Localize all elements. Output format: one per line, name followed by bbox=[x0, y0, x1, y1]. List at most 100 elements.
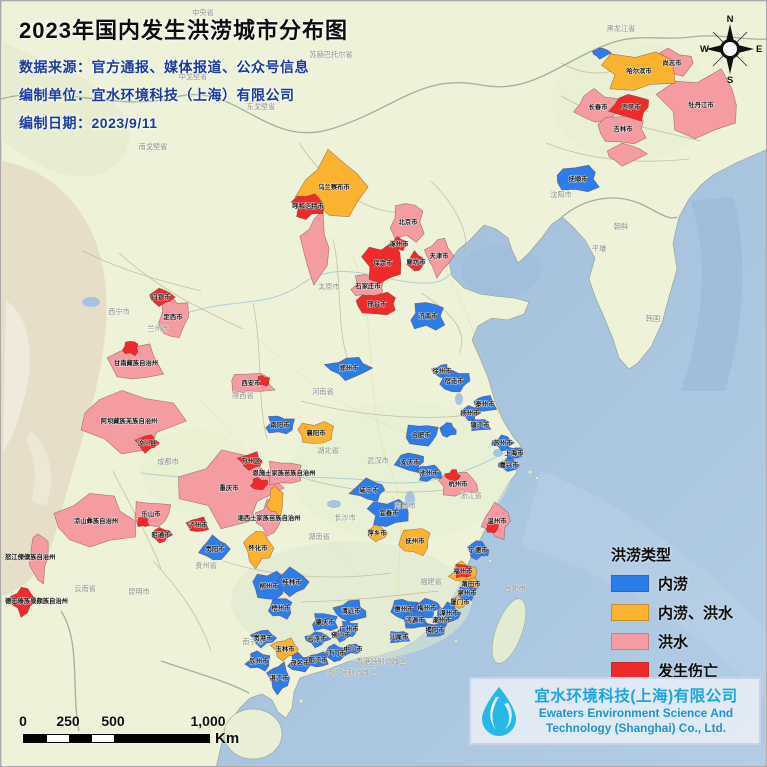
city-region-抚顺市 bbox=[556, 164, 600, 193]
city-label-肇庆市: 肇庆市 bbox=[315, 617, 336, 626]
city-label-上海市: 上海市 bbox=[505, 448, 525, 457]
city-label-石家庄市: 石家庄市 bbox=[354, 281, 381, 290]
city-label-抚顺市: 抚顺市 bbox=[569, 174, 589, 183]
city-label-苏州市: 苏州市 bbox=[494, 438, 514, 447]
basemap-label-沈阳市: 沈阳市 bbox=[550, 190, 572, 199]
company-name-cn: 宜水环境科技(上海)有限公司 bbox=[534, 687, 738, 705]
city-label-茂名市: 茂名市 bbox=[290, 658, 311, 667]
city-region-德宏傣族景颇族自治州 bbox=[10, 586, 38, 618]
city-label-北京市: 北京市 bbox=[399, 217, 419, 226]
province-borders bbox=[82, 52, 702, 652]
city-label-济南市: 济南市 bbox=[419, 311, 439, 320]
city-label-汕尾市: 汕尾市 bbox=[390, 632, 410, 641]
basemap-label-浙江省: 浙江省 bbox=[460, 491, 482, 500]
scale-bar-strip bbox=[23, 734, 210, 743]
agency-line: 编制单位：宜水环境科技（上海）有限公司 bbox=[19, 87, 295, 103]
basemap-label-香港特别行政区: 香港特别行政区 bbox=[356, 657, 406, 666]
city-region-茂名市 bbox=[286, 651, 312, 673]
city-label-泰州市: 泰州市 bbox=[476, 399, 496, 408]
city-region-云浮市 bbox=[304, 631, 332, 649]
legend-swatch-pink bbox=[611, 633, 649, 650]
city-label-怀化市: 怀化市 bbox=[249, 543, 269, 552]
compass-e-label: E bbox=[756, 44, 762, 55]
city-region-定西市 bbox=[158, 294, 189, 338]
city-label-清远市: 清远市 bbox=[342, 606, 362, 615]
city-region bbox=[591, 47, 613, 60]
hainan-island bbox=[223, 708, 283, 760]
city-label-咸宁市: 咸宁市 bbox=[359, 485, 380, 494]
city-region-郑州市 bbox=[323, 356, 374, 382]
city-region-凉山彝族自治州 bbox=[53, 493, 136, 548]
basemap-label-台北市: 台北市 bbox=[504, 584, 526, 593]
city-label-甘南藏族自治州: 甘南藏族自治州 bbox=[114, 358, 158, 367]
city-label-牡丹江市: 牡丹江市 bbox=[688, 100, 714, 109]
city-label-恩施土家族苗族自治州: 恩施土家族苗族自治州 bbox=[253, 468, 316, 477]
legend-label: 内涝 bbox=[658, 576, 689, 593]
city-label-贵港市: 贵港市 bbox=[254, 633, 274, 642]
basemap-label-长沙市: 长沙市 bbox=[334, 513, 356, 522]
city-label-泉州市: 泉州市 bbox=[458, 588, 478, 597]
city-region bbox=[137, 516, 150, 528]
basemap-label-河南省: 河南省 bbox=[312, 387, 334, 396]
scale-tick-250: 250 bbox=[56, 713, 80, 729]
city-label-宿迁市: 宿迁市 bbox=[445, 376, 465, 385]
city-label-西安市: 西安市 bbox=[242, 378, 262, 387]
city-label-池州市: 池州市 bbox=[420, 468, 440, 477]
city-label-温州市: 温州市 bbox=[488, 516, 508, 525]
city-label-徐州市: 徐州市 bbox=[432, 366, 453, 375]
scale-tick-labels: 0 250 500 1,000 bbox=[19, 713, 261, 730]
city-region bbox=[121, 340, 139, 357]
city-region bbox=[439, 422, 457, 438]
city-label-惠州市: 惠州市 bbox=[395, 604, 415, 613]
basemap-label-贵州省: 贵州省 bbox=[195, 561, 217, 570]
legend: 洪涝类型 内涝 内涝、洪水 洪水 发生伤亡 bbox=[611, 544, 733, 689]
city-region-贵港市 bbox=[249, 629, 278, 649]
city-label-哈尔滨市: 哈尔滨市 bbox=[626, 66, 652, 75]
small-islands bbox=[298, 469, 539, 704]
city-label-泸州市: 泸州市 bbox=[189, 520, 209, 529]
city-region-福州市 bbox=[455, 563, 472, 579]
legend-item-内涝: 内涝 bbox=[611, 573, 733, 594]
terrain-shading bbox=[1, 41, 711, 661]
city-region-宁德市 bbox=[467, 540, 490, 561]
city-label-钦州市: 钦州市 bbox=[249, 656, 270, 665]
basemap-label-韩国: 韩国 bbox=[646, 314, 660, 323]
city-label-郑州市: 郑州市 bbox=[340, 363, 360, 372]
city-label-杭州市: 杭州市 bbox=[449, 479, 469, 488]
city-region-清远市 bbox=[332, 599, 367, 622]
city-region-肇庆市 bbox=[312, 613, 339, 632]
city-region-万州区 bbox=[236, 451, 263, 471]
legend-item-洪水: 洪水 bbox=[611, 631, 733, 652]
legend-label: 发生伤亡 bbox=[658, 663, 719, 680]
city-region-泸州市 bbox=[185, 516, 210, 532]
title-block: 2023年国内发生洪涝城市分布图 数据来源：官方通报、媒体报道、公众号信息 编制… bbox=[19, 13, 348, 141]
city-region-邢台市 bbox=[355, 291, 396, 316]
basemap-label-东戈壁省: 东戈壁省 bbox=[247, 102, 276, 111]
city-region-南阳市 bbox=[265, 415, 296, 435]
city-label-中山市: 中山市 bbox=[344, 644, 364, 653]
city-label-镇江市: 镇江市 bbox=[471, 420, 491, 429]
city-region-宿迁市 bbox=[439, 369, 471, 393]
city-region-宜春市 bbox=[366, 498, 409, 528]
city-region-玉林市 bbox=[269, 637, 299, 662]
city-label-玉林市: 玉林市 bbox=[276, 644, 296, 653]
basemap-label-南宁市: 南宁市 bbox=[242, 637, 264, 646]
city-label-漳州市: 漳州市 bbox=[440, 608, 460, 617]
city-region bbox=[606, 142, 648, 167]
city-label-福州市: 福州市 bbox=[453, 566, 474, 575]
city-region-贵阳市 bbox=[197, 534, 231, 561]
city-label-河源市: 河源市 bbox=[406, 615, 426, 624]
legend-swatch-blue bbox=[611, 575, 649, 592]
city-label-白银市: 白银市 bbox=[152, 292, 172, 301]
basemap-label-陕西省: 陕西省 bbox=[232, 391, 254, 400]
scale-unit: Km bbox=[215, 730, 240, 747]
city-region-广州市 bbox=[340, 620, 359, 638]
city-region-呼和浩特市 bbox=[290, 193, 325, 220]
city-label-昭通市: 昭通市 bbox=[152, 530, 172, 539]
flood-city-regions-layer bbox=[10, 47, 737, 696]
basemap-label-西宁市: 西宁市 bbox=[108, 307, 130, 316]
basemap-label-南昌市: 南昌市 bbox=[394, 501, 416, 510]
city-label-乌兰察布市: 乌兰察布市 bbox=[318, 182, 350, 191]
